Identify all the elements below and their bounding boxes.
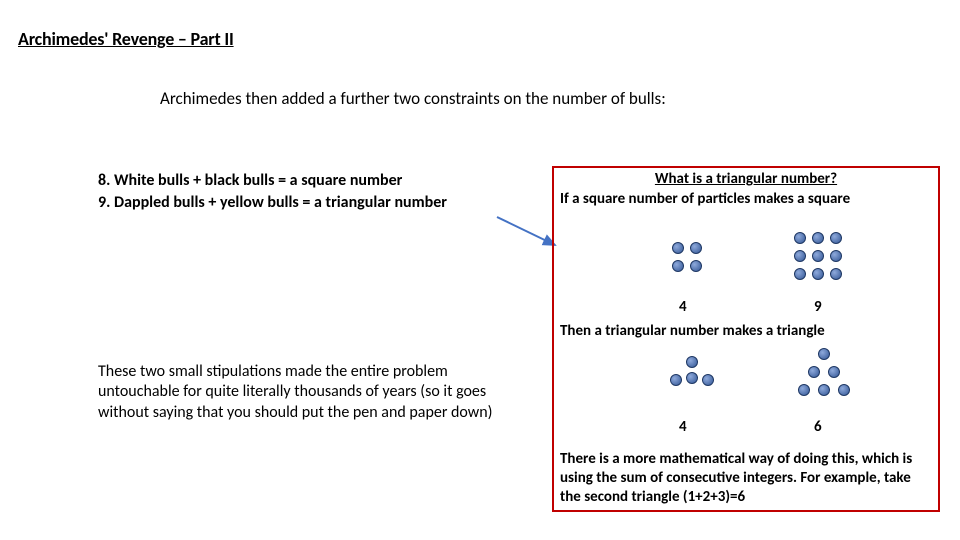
triangle-6-label: 6 <box>814 418 822 436</box>
triangle-4-label: 4 <box>679 418 687 436</box>
square-9-dots <box>794 232 842 280</box>
triangle-4-dots <box>662 356 722 406</box>
intro-text: Archimedes then added a further two cons… <box>160 88 666 109</box>
info-box: What is a triangular number? If a square… <box>552 166 940 512</box>
square-4-dots <box>672 242 702 272</box>
constraints-block: 8. White bulls + black bulls = a square … <box>98 170 447 213</box>
infobox-title: What is a triangular number? <box>554 170 938 188</box>
slide-title: Archimedes' Revenge – Part II <box>18 28 234 50</box>
triangle-examples: 4 6 <box>554 348 938 420</box>
stipulation-text: These two small stipulations made the en… <box>98 362 508 423</box>
square-examples: 4 9 <box>554 228 938 300</box>
square-9-label: 9 <box>814 298 822 316</box>
infobox-square-text: If a square number of particles makes a … <box>560 190 932 208</box>
square-4-label: 4 <box>679 298 687 316</box>
triangle-6-dots <box>790 348 860 404</box>
constraint-8: 8. White bulls + black bulls = a square … <box>98 170 447 192</box>
constraint-9: 9. Dappled bulls + yellow bulls = a tria… <box>98 192 447 214</box>
infobox-footer: There is a more mathematical way of doin… <box>560 450 932 506</box>
infobox-triangle-text: Then a triangular number makes a triangl… <box>560 322 932 340</box>
